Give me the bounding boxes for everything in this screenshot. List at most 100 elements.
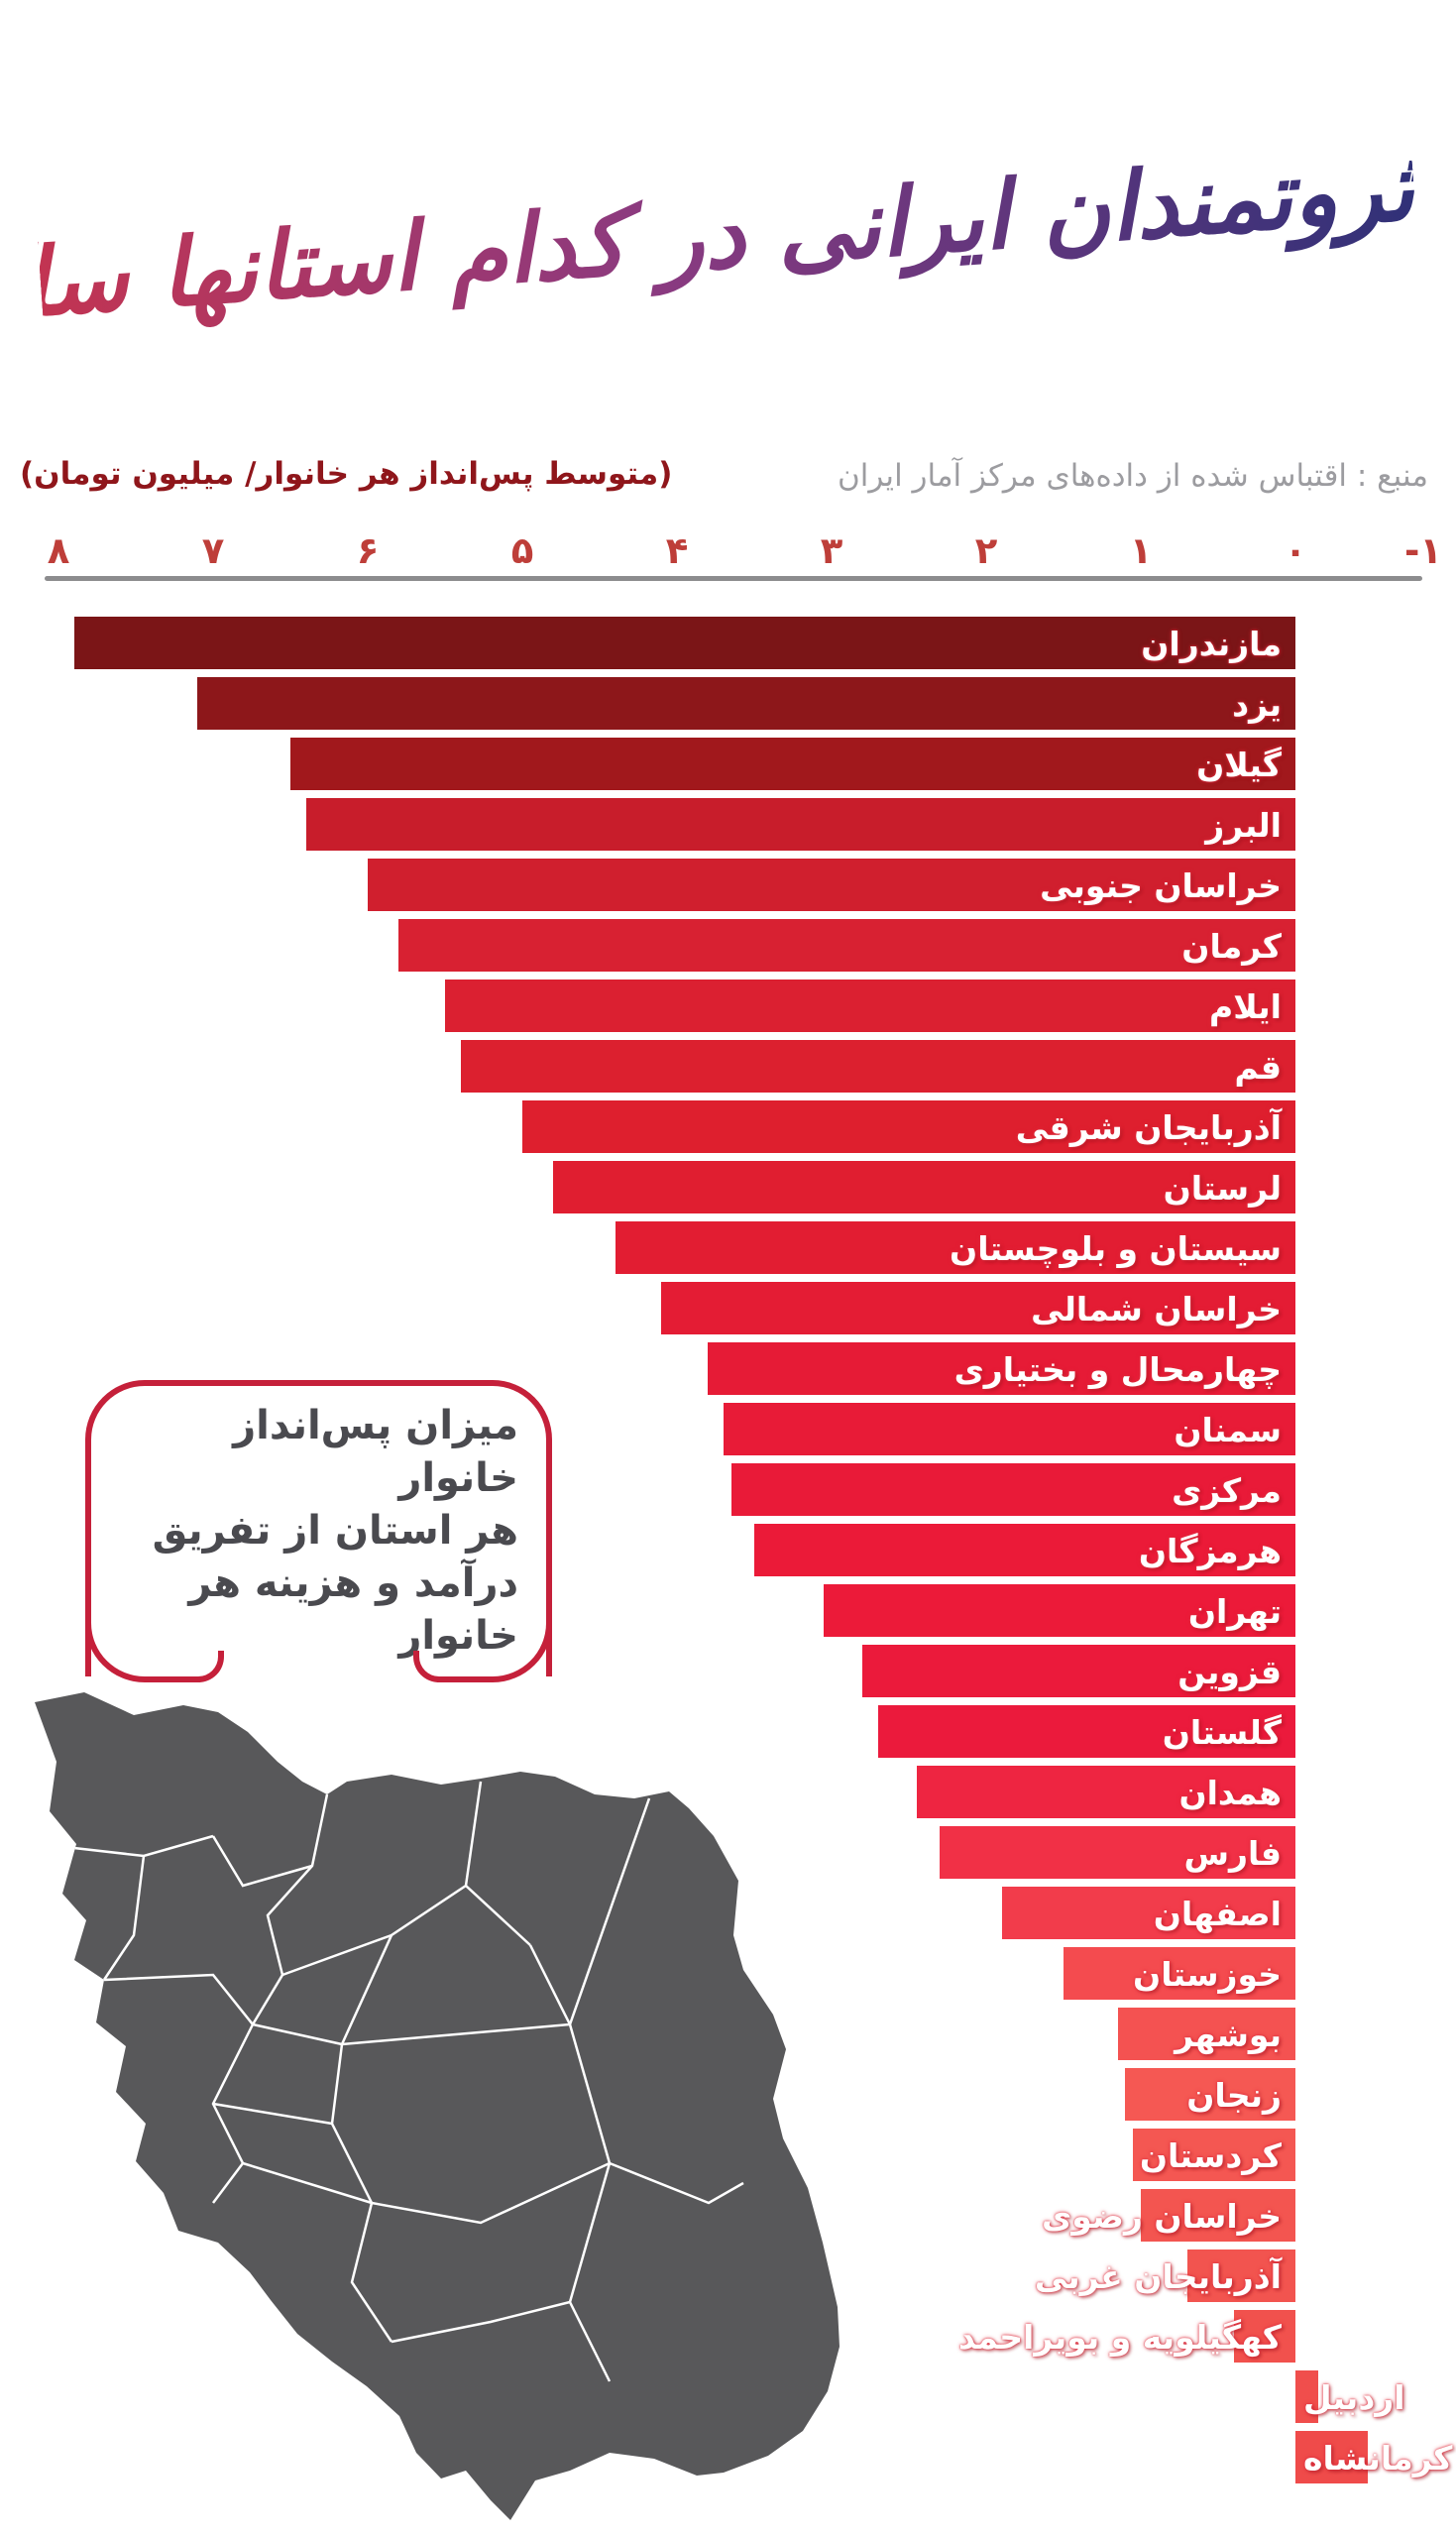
bar-label: اردبیل (1303, 2378, 1405, 2417)
bar-label: همدان (1178, 1774, 1282, 1812)
bar (398, 919, 1295, 972)
bar-row: تهران (0, 1584, 1456, 1637)
bar-label: تهران (1187, 1592, 1282, 1631)
bar-label: اصفهان (1153, 1895, 1282, 1933)
bar-row: سیستان و بلوچستان (0, 1221, 1456, 1274)
bar-label: کرمان (1181, 927, 1282, 966)
iran-map (15, 1687, 842, 2525)
bar-row: خراسان جنوبی (0, 859, 1456, 911)
bar (708, 1342, 1295, 1395)
bar-label: خوزستان (1133, 1955, 1282, 1994)
bar-label: زنجان (1186, 2076, 1282, 2115)
bar (916, 1766, 1295, 1818)
bar (1295, 2370, 1319, 2423)
bar-row: چهارمحال و بختیاری (0, 1342, 1456, 1395)
bar-label: خراسان رضوی (1042, 2197, 1282, 2236)
bar-row: یزد (0, 677, 1456, 730)
bar-label: قزوین (1177, 1653, 1282, 1691)
bar (368, 859, 1295, 911)
bar-label: لرستان (1163, 1169, 1282, 1208)
bar-row: گلستان (0, 1705, 1456, 1758)
bar-row: مازندران (0, 617, 1456, 669)
bar-row: کرمانشاه (0, 2431, 1456, 2483)
bar-row: بوشهر (0, 2008, 1456, 2060)
bar-row: کهگیلویه و بویراحمد (0, 2310, 1456, 2363)
annotation-hook-left (192, 1651, 224, 1682)
bar-label: هرمزگان (1138, 1532, 1282, 1570)
bar-label: مازندران (1141, 625, 1282, 663)
bar-label: سمنان (1174, 1411, 1282, 1449)
bar-row: خوزستان (0, 1947, 1456, 2000)
bar (73, 617, 1295, 669)
bar-row: هرمزگان (0, 1524, 1456, 1576)
bar (460, 1040, 1295, 1093)
axis-tick: ۷ (201, 529, 225, 572)
axis-tick: -۱ (1404, 529, 1442, 572)
bar (445, 980, 1295, 1032)
bar-label: آذربایجان غربی (1034, 2257, 1282, 2296)
bar-label: بوشهر (1175, 2016, 1282, 2054)
bar (723, 1403, 1295, 1455)
bar-row: خراسان رضوی (0, 2189, 1456, 2242)
axis-tick: ۶ (356, 529, 380, 572)
bar-row: ایلام (0, 980, 1456, 1032)
iran-map-svg (35, 1692, 840, 2520)
bar-label: چهارمحال و بختیاری (953, 1350, 1282, 1389)
bar (1125, 2068, 1295, 2121)
bar-row: سمنان (0, 1403, 1456, 1455)
bar-label: یزد (1232, 685, 1282, 724)
axis-ticks: ۸ ۷ ۶ ۵ ۴ ۳ ۲ ۱ ۰ -۱ (0, 529, 1456, 575)
bar-label: ایلام (1209, 987, 1282, 1026)
bar (1133, 2129, 1295, 2181)
axis-tick: ۰ (1284, 529, 1307, 572)
page-title: ثروتمندان ایرانی در کدام استانها ساکنند؟ (0, 40, 1426, 452)
bar-label: گیلان (1196, 746, 1282, 784)
axis-tick: ۵ (510, 529, 534, 572)
bar-row: زنجان (0, 2068, 1456, 2121)
axis-line (45, 576, 1422, 581)
bar-label: سیستان و بلوچستان (950, 1229, 1282, 1268)
bar (940, 1826, 1295, 1879)
bar-label: مرکزی (1172, 1471, 1282, 1510)
bar (661, 1282, 1295, 1334)
bar-label: خراسان شمالی (1031, 1290, 1282, 1328)
bar (824, 1584, 1295, 1637)
axis-tick: ۲ (974, 529, 998, 572)
bar-label: قم (1234, 1048, 1283, 1087)
bar (290, 738, 1295, 790)
bar-label: البرز (1205, 806, 1282, 845)
axis-tick: ۸ (47, 529, 70, 572)
annotation-hook-right (413, 1651, 445, 1682)
bar-row: خراسان شمالی (0, 1282, 1456, 1334)
bar-row: کردستان (0, 2129, 1456, 2181)
bar-label: آذربایجان شرقی (1015, 1108, 1282, 1147)
iran-province-borders (56, 1781, 744, 2382)
bar-row: گیلان (0, 738, 1456, 790)
bar-row: البرز (0, 798, 1456, 851)
bar-row: آذربایجان شرقی (0, 1100, 1456, 1153)
bar-row: قم (0, 1040, 1456, 1093)
bar-row: مرکزی (0, 1463, 1456, 1516)
axis-tick: ۳ (820, 529, 843, 572)
axis-tick: ۱ (1129, 529, 1153, 572)
bar (877, 1705, 1295, 1758)
source-note: منبع : اقتباس شده از داده‌های مرکز آمار … (837, 458, 1428, 494)
bar-row: قزوین (0, 1645, 1456, 1697)
bar-label: فارس (1183, 1834, 1282, 1873)
bar-row: لرستان (0, 1161, 1456, 1213)
iran-country-shape (35, 1692, 840, 2520)
annotation-border-bottom-right (437, 1605, 552, 1682)
bar-label: کرمانشاه (1303, 2439, 1453, 2478)
bar (754, 1524, 1295, 1576)
bar (1141, 2189, 1295, 2242)
annotation-border-bottom-left (85, 1605, 200, 1682)
axis-unit-label: (متوسط پس‌انداز هر خانوار/ میلیون تومان) (20, 456, 673, 492)
bar (553, 1161, 1295, 1213)
bar (305, 798, 1295, 851)
bar (197, 677, 1295, 730)
bar (615, 1221, 1295, 1274)
bar (1064, 1947, 1295, 2000)
bar (862, 1645, 1295, 1697)
bar-label: کهگیلویه و بویراحمد (958, 2318, 1282, 2357)
